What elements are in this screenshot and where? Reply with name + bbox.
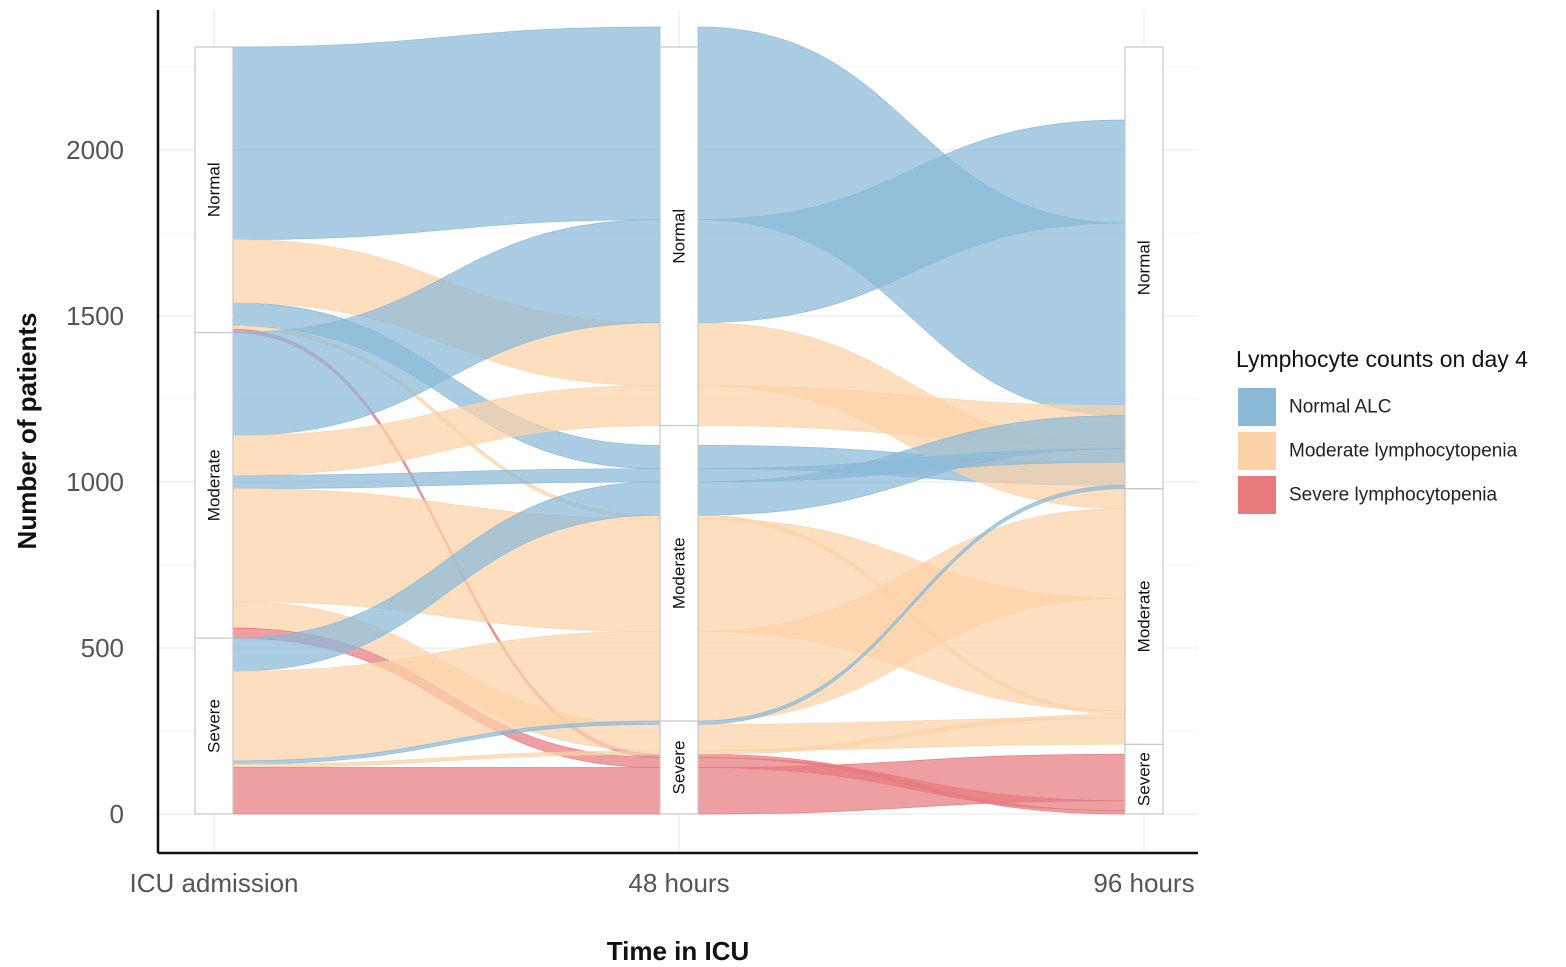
strata-bars: Severe Moderate Normal Severe Moderate Normal… — [194, 46, 1164, 815]
y-axis-title: Number of patients — [12, 313, 42, 550]
stratum-label: Moderate — [205, 449, 224, 521]
stratum-label: Normal — [1135, 240, 1154, 295]
y-tick-label: 500 — [81, 633, 124, 663]
legend-label: Severe lymphocytopenia — [1289, 485, 1497, 506]
flow-segment — [232, 767, 661, 815]
stratum-label: Severe — [670, 741, 689, 795]
stratum-normal — [659, 46, 699, 427]
legend-swatch-moderate — [1238, 432, 1276, 470]
legend-label: Normal ALC — [1289, 397, 1391, 418]
stratum-severe — [1124, 743, 1164, 815]
y-tick-label: 0 — [110, 799, 124, 829]
flow-ribbons — [232, 26, 1126, 815]
legend-title: Lymphocyte counts on day 4 — [1236, 346, 1528, 372]
stratum-label: Normal — [205, 162, 224, 217]
stratum-label: Severe — [1135, 752, 1154, 806]
flow-segment — [232, 26, 661, 240]
y-tick-label: 1500 — [66, 301, 124, 331]
axes — [156, 10, 1198, 855]
flow-severe-severe-severe — [232, 753, 1126, 815]
stratum-label: Moderate — [1135, 581, 1154, 653]
stratum-severe — [194, 637, 234, 815]
stratum-severe — [659, 720, 699, 815]
flow-moderate-normal-normal — [232, 119, 1126, 436]
y-tick-label: 1000 — [66, 467, 124, 497]
legend-label: Moderate lymphocytopenia — [1289, 441, 1518, 462]
tick-labels: 0 500 1000 1500 2000 ICU admission 48 hours 96 … — [66, 135, 1194, 898]
x-tick-label: 48 hours — [628, 868, 729, 898]
stratum-normal — [1124, 46, 1164, 490]
stratum-normal — [194, 46, 234, 334]
legend-swatch-severe — [1238, 476, 1276, 514]
legend: Lymphocyte counts on day 4 Normal ALC Mod… — [1236, 346, 1528, 514]
x-axis-title: Time in ICU — [607, 936, 750, 966]
stratum-label: Severe — [205, 699, 224, 753]
stratum-moderate — [1124, 488, 1164, 745]
y-tick-label: 2000 — [66, 135, 124, 165]
x-tick-label: 96 hours — [1093, 868, 1194, 898]
stratum-label: Normal — [670, 209, 689, 264]
stratum-label: Moderate — [670, 537, 689, 609]
x-tick-label: ICU admission — [129, 868, 298, 898]
legend-swatch-normal — [1238, 388, 1276, 426]
